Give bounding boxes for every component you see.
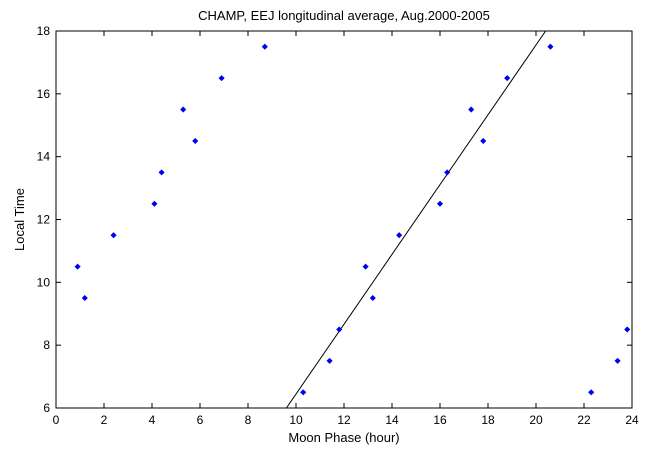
data-point: [444, 169, 451, 176]
y-tick-label: 6: [43, 401, 50, 415]
y-axis-label: Local Time: [12, 188, 27, 251]
data-point: [480, 137, 487, 145]
data-point: [614, 357, 621, 365]
x-axis-ticks: 0 2 4 6 8 10 12 14 16 18 20 22 24: [53, 31, 639, 427]
data-point: [468, 106, 475, 113]
y-tick-label: 16: [37, 87, 51, 101]
data-point: [624, 326, 631, 333]
x-tick-label: 4: [149, 413, 156, 427]
x-tick-label: 22: [577, 413, 591, 427]
y-tick-label: 18: [37, 24, 51, 38]
x-tick-label: 0: [53, 413, 60, 427]
data-point: [436, 200, 444, 207]
x-tick-label: 14: [385, 413, 399, 427]
data-point: [396, 232, 403, 239]
data-point: [504, 74, 511, 82]
data-point: [180, 106, 187, 113]
x-tick-label: 24: [625, 413, 639, 427]
plot-area-frame: [55, 30, 633, 409]
x-tick-label: 16: [433, 413, 447, 427]
data-point: [218, 74, 225, 82]
x-tick-label: 18: [481, 413, 495, 427]
x-axis-label: Moon Phase (hour): [288, 430, 399, 445]
y-tick-label: 12: [37, 213, 51, 227]
data-point: [369, 294, 376, 302]
x-tick-label: 10: [289, 413, 303, 427]
data-point: [261, 43, 268, 50]
data-point: [547, 43, 554, 50]
data-point: [326, 357, 333, 365]
data-point: [588, 389, 595, 396]
data-point: [300, 389, 307, 396]
chart-title: CHAMP, EEJ longitudinal average, Aug.200…: [198, 8, 490, 23]
y-tick-label: 8: [43, 338, 50, 352]
data-point: [81, 294, 88, 302]
data-point: [362, 263, 369, 270]
y-tick-label: 10: [37, 275, 51, 289]
x-tick-label: 2: [101, 413, 108, 427]
data-points: [74, 43, 631, 396]
data-point: [336, 326, 343, 333]
data-point: [74, 263, 81, 270]
data-point: [110, 232, 117, 239]
x-tick-label: 6: [197, 413, 204, 427]
y-tick-label: 14: [37, 150, 51, 164]
data-point: [158, 169, 165, 176]
fit-line-group: [285, 30, 547, 409]
x-tick-label: 12: [337, 413, 351, 427]
data-point: [151, 200, 158, 207]
fit-line: [285, 30, 547, 409]
y-axis-ticks: 6 8 10 12 14 16 18: [37, 24, 632, 415]
data-point: [192, 137, 199, 145]
x-tick-label: 20: [529, 413, 543, 427]
x-tick-label: 8: [245, 413, 252, 427]
